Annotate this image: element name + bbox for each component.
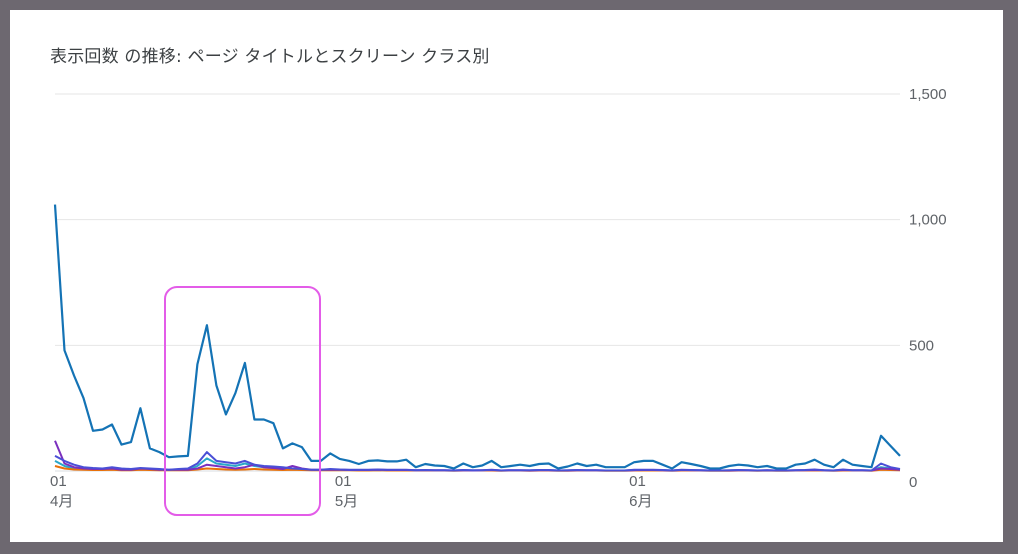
y-tick-label: 500 — [909, 337, 934, 354]
x-tick-label: 01 — [335, 473, 352, 490]
chart-card: 表示回数 の推移: ページ タイトルとスクリーン クラス別 1,500 1,000… — [10, 10, 1003, 542]
chart-title: 表示回数 の推移: ページ タイトルとスクリーン クラス別 — [50, 47, 490, 67]
y-tick-label: 1,000 — [909, 212, 947, 229]
series-line-0 — [53, 204, 901, 470]
y-tick-label: 1,500 — [909, 86, 947, 103]
x-tick-month-label: 6月 — [629, 493, 652, 510]
y-tick-label: 0 — [909, 474, 917, 491]
line-chart: 1,500 1,000 500 0 01 4月 01 5月 01 6月 — [50, 86, 947, 516]
highlight-box — [164, 286, 321, 516]
series-line-1 — [54, 451, 901, 472]
x-tick-label: 01 — [50, 473, 67, 490]
x-tick-month-label: 5月 — [335, 493, 358, 510]
x-tick-month-label: 4月 — [50, 493, 73, 510]
x-tick-label: 01 — [629, 473, 646, 490]
